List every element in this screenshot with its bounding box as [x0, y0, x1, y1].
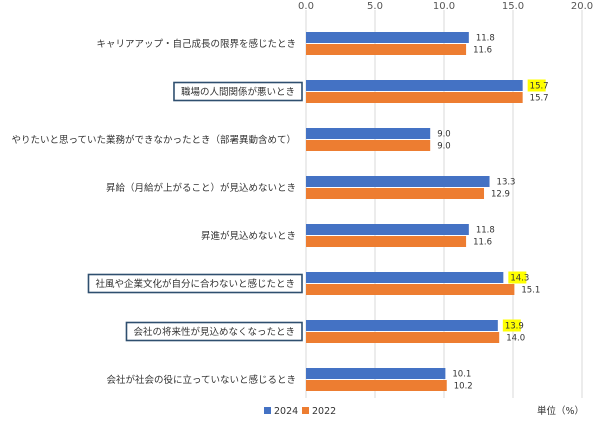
bar-2024: [306, 32, 469, 43]
legend-label-2024: 2024: [274, 406, 298, 417]
data-label-2024: 13.9: [505, 322, 524, 332]
bar-2024: [306, 368, 446, 379]
value-highlight: [502, 319, 521, 332]
data-label-2022: 14.0: [506, 334, 525, 344]
bar-2022: [306, 284, 515, 295]
data-label-2024: 9.0: [437, 130, 451, 140]
x-tick-label: 5.0: [367, 1, 383, 12]
data-label-2024: 14.3: [510, 274, 529, 284]
bar-2022: [306, 332, 500, 343]
data-label-2022: 11.6: [473, 238, 492, 248]
category-labels: キャリアアップ・自己成長の限界を感じたとき職場の人間関係が悪いときやりたいと思っ…: [11, 38, 296, 386]
data-label-2022: 15.1: [521, 286, 540, 296]
data-label-2024: 13.3: [497, 178, 516, 188]
legend-label-2022: 2022: [312, 406, 336, 417]
data-label-2022: 12.9: [491, 190, 510, 200]
data-label-2022: 9.0: [437, 142, 451, 152]
data-labels: 11.8 11.6 15.7 15.7 9.0 9.0 13.3 12.9 11.8 11.6 14…: [437, 34, 548, 392]
category-highlight-box: [173, 81, 303, 102]
category-label: 会社が社会の役に立っていないと感じるとき: [106, 374, 296, 386]
bar-2024: [306, 272, 504, 283]
x-tick-label: 20.0: [571, 1, 593, 12]
category-highlight-box: [87, 273, 303, 294]
data-label-2024: 11.8: [476, 226, 495, 236]
category-label: 昇給（月給が上がること）が見込めないとき: [106, 182, 296, 194]
category-label: やりたいと思っていた業務ができなかったとき（部署異動含めて）: [11, 134, 296, 146]
value-highlight: [527, 79, 546, 92]
category-label: 昇進が見込めないとき: [201, 230, 296, 242]
bar-2024: [306, 320, 498, 331]
bar-2024: [306, 224, 469, 235]
legend: 2024 2022: [264, 406, 336, 417]
x-tick-label: 15.0: [502, 1, 524, 12]
unit-label: 単位（%）: [537, 405, 584, 417]
legend-swatch-2024: [264, 407, 271, 414]
bar-2022: [306, 92, 523, 103]
category-highlight-box: [125, 321, 303, 342]
category-label: 会社の将来性が見込めなくなったとき: [133, 326, 295, 338]
bar-2022: [306, 236, 467, 247]
data-label-2024: 15.7: [530, 82, 549, 92]
x-axis-ticks: 0.0 5.0 10.0 15.0 20.0: [298, 1, 593, 12]
category-label: キャリアアップ・自己成長の限界を感じたとき: [96, 38, 296, 50]
x-tick-label: 10.0: [433, 1, 455, 12]
value-highlight: [508, 271, 527, 284]
bar-2022: [306, 44, 467, 55]
bar-2024: [306, 80, 523, 91]
category-label: 職場の人間関係が悪いとき: [181, 86, 295, 98]
bar-2024: [306, 176, 490, 187]
category-highlight-boxes: [87, 81, 303, 342]
category-label: 社風や企業文化が自分に合わないと感じたとき: [95, 278, 295, 290]
x-tick-label: 0.0: [298, 1, 314, 12]
bars: [306, 32, 523, 391]
data-label-2022: 11.6: [473, 46, 492, 56]
data-label-2022: 10.2: [454, 382, 473, 392]
bar-2022: [306, 188, 485, 199]
bar-2022: [306, 380, 447, 391]
data-label-2024: 10.1: [452, 370, 471, 380]
data-label-2022: 15.7: [530, 94, 549, 104]
legend-swatch-2022: [302, 407, 309, 414]
bar-2022: [306, 140, 431, 151]
bar-2024: [306, 128, 431, 139]
data-label-2024: 11.8: [476, 34, 495, 44]
